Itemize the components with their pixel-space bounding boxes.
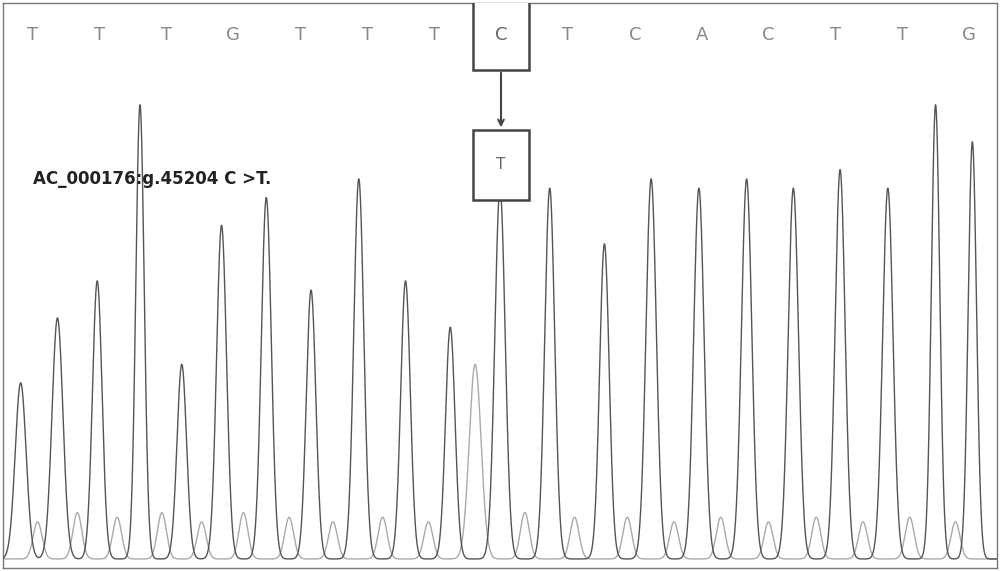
- Text: C: C: [629, 26, 641, 44]
- Bar: [473, 1, 529, 70]
- Text: T: T: [295, 26, 306, 44]
- Text: T: T: [429, 26, 440, 44]
- Text: T: T: [496, 158, 506, 172]
- Text: T: T: [94, 26, 105, 44]
- Text: T: T: [161, 26, 172, 44]
- Text: C: C: [495, 26, 507, 44]
- Text: T: T: [830, 26, 841, 44]
- Text: T: T: [27, 26, 38, 44]
- Text: T: T: [897, 26, 908, 44]
- Text: G: G: [962, 26, 976, 44]
- Text: T: T: [562, 26, 573, 44]
- Text: T: T: [362, 26, 373, 44]
- Bar: [473, 130, 529, 200]
- Text: C: C: [762, 26, 775, 44]
- Text: G: G: [226, 26, 240, 44]
- Text: AC_000176:g.45204 C >T.: AC_000176:g.45204 C >T.: [33, 170, 271, 188]
- Text: A: A: [696, 26, 708, 44]
- Text: C: C: [495, 26, 507, 44]
